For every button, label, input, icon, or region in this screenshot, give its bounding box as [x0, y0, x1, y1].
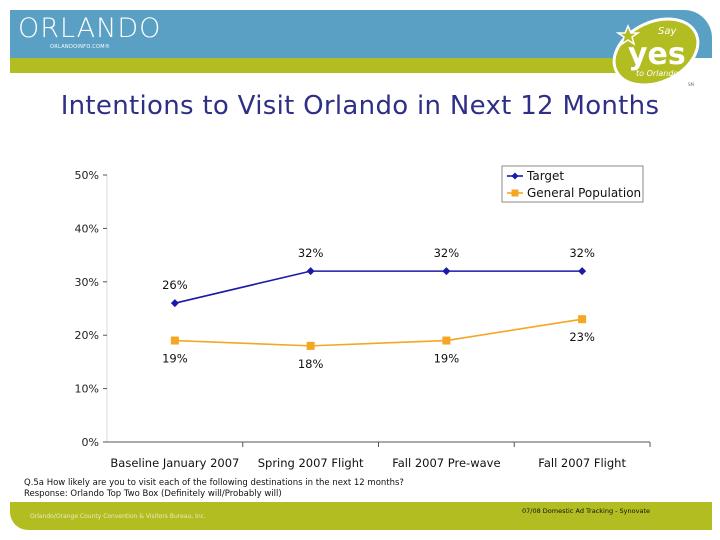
say-yes-badge-icon: Say yes to Orlando SM	[612, 17, 700, 87]
badge-say: Say	[658, 26, 677, 37]
y-tick-label: 20%	[75, 329, 99, 342]
legend-marker-diamond	[511, 172, 519, 180]
data-point-diamond	[442, 267, 451, 276]
y-tick-label: 0%	[82, 436, 99, 449]
y-tick-label: 10%	[75, 383, 99, 396]
survey-question: Q.5a How likely are you to visit each of…	[24, 478, 404, 488]
data-point-square	[442, 336, 451, 345]
y-tick-label: 50%	[75, 169, 99, 182]
legend-label: Target	[526, 169, 564, 183]
data-point-diamond	[306, 267, 315, 276]
legend: Target General Population	[501, 165, 644, 203]
footer-organization: Orlando/Orange County Convention & Visit…	[30, 513, 206, 520]
footer-bar	[10, 502, 712, 530]
x-category-label: Fall 2007 Pre-wave	[392, 456, 500, 470]
y-tick-label: 40%	[75, 222, 99, 235]
survey-note: Q.5a How likely are you to visit each of…	[24, 478, 404, 500]
chart-title: Intentions to Visit Orlando in Next 12 M…	[60, 91, 660, 121]
logo-text: ORLANDO	[18, 13, 162, 44]
series-line-general-population	[174, 318, 583, 347]
survey-response: Response: Orlando Top Two Box (Definitel…	[24, 489, 282, 499]
data-label: 32%	[298, 246, 324, 260]
header-stripe	[10, 58, 650, 73]
data-label: 19%	[162, 352, 188, 366]
data-point-diamond	[170, 299, 179, 308]
badge-to-orlando: to Orlando	[636, 69, 678, 78]
x-category-label: Fall 2007 Flight	[538, 456, 626, 470]
badge-yes: yes	[628, 37, 686, 72]
footer-source: 07/08 Domestic Ad Tracking - Synovate	[522, 507, 651, 515]
logo-subtext: ORLANDOINFO.COM®	[50, 44, 111, 50]
data-point-square	[578, 315, 587, 324]
data-label: 18%	[298, 357, 324, 371]
legend-label: General Population	[527, 186, 641, 200]
data-label: 26%	[162, 278, 188, 292]
legend-marker-square	[511, 189, 519, 197]
series-line-target	[174, 270, 583, 304]
header-banner	[10, 10, 712, 58]
data-point-square	[170, 336, 179, 345]
data-label: 32%	[434, 246, 460, 260]
orlando-logo: ORLANDO ORLANDOINFO.COM®	[18, 13, 162, 51]
badge-tm: SM	[688, 82, 695, 87]
data-point-square	[306, 341, 315, 350]
x-category-label: Spring 2007 Flight	[258, 456, 364, 470]
data-label: 32%	[569, 246, 595, 260]
data-label: 19%	[434, 352, 460, 366]
y-tick-label: 30%	[75, 276, 99, 289]
data-label: 23%	[569, 330, 595, 344]
data-point-diamond	[578, 267, 587, 276]
x-category-label: Baseline January 2007	[110, 456, 239, 470]
legend-box	[501, 165, 644, 203]
